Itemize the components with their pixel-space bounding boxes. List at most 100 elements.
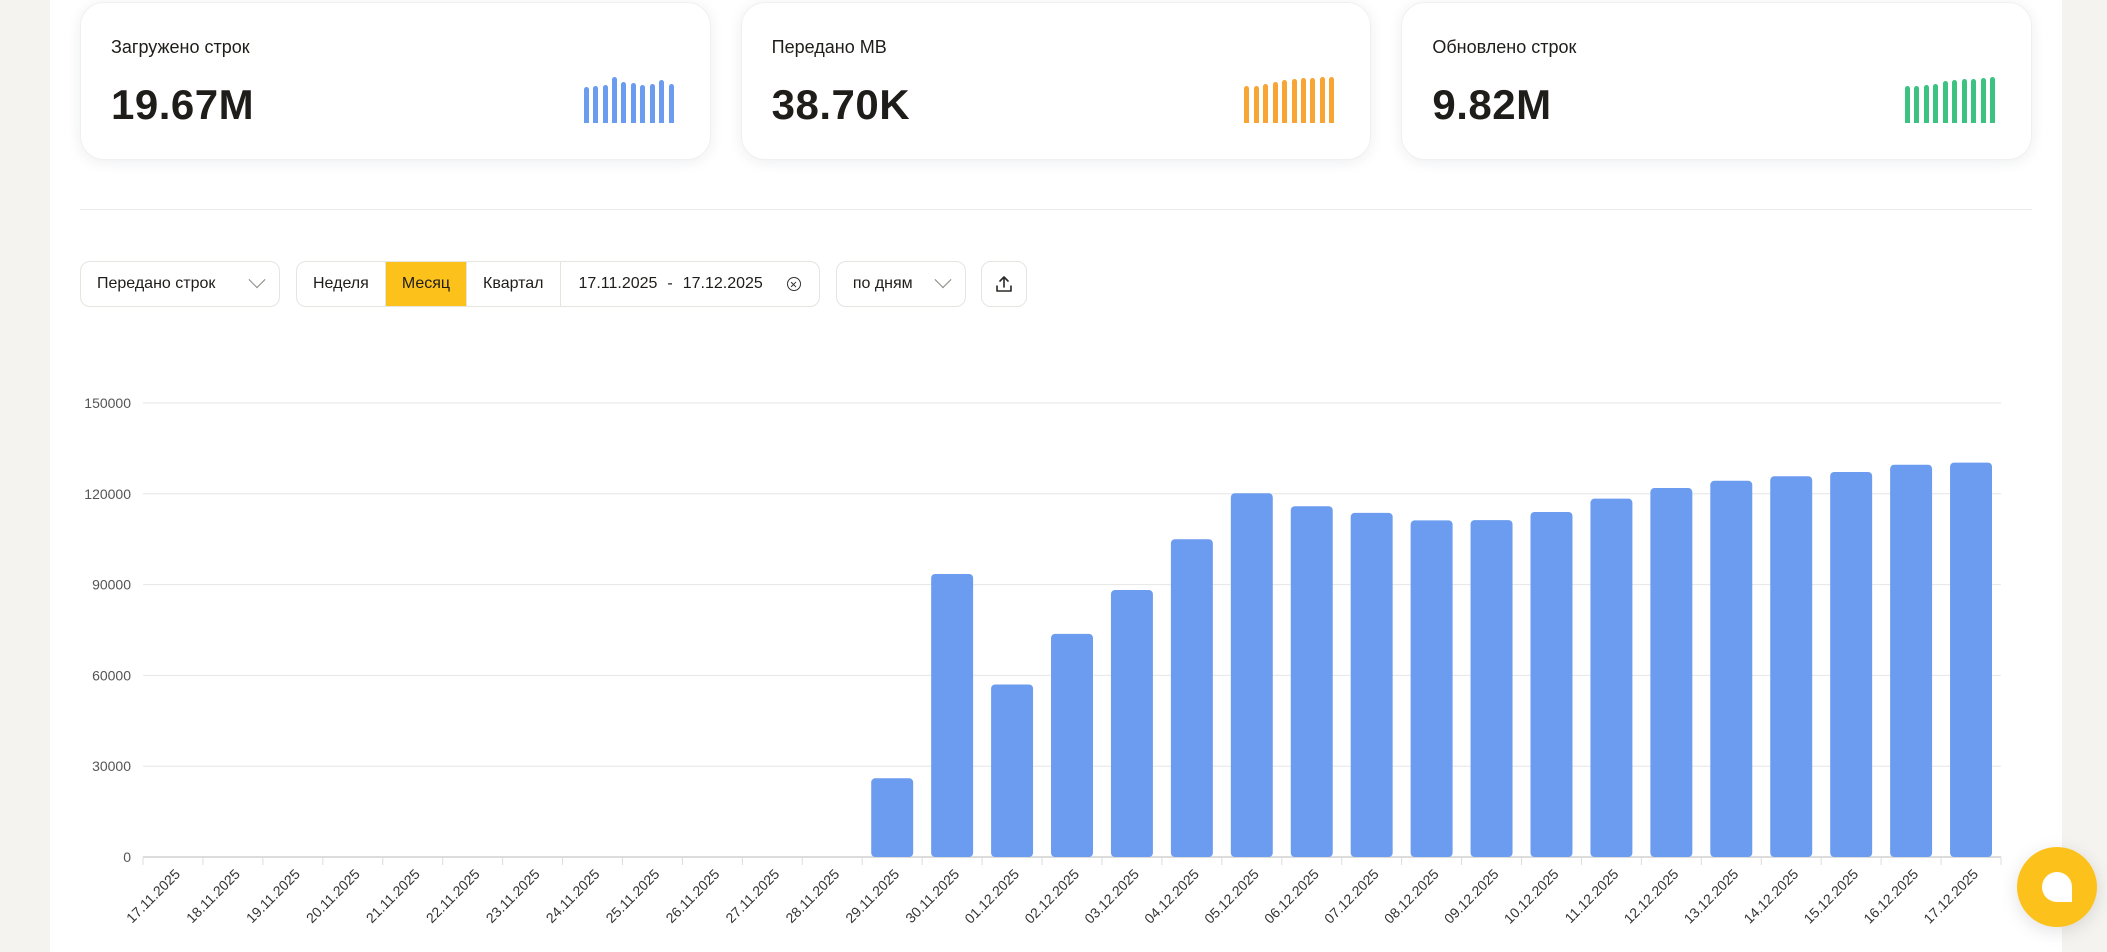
bar: [1230, 493, 1273, 857]
sparkline: [583, 77, 674, 123]
date-separator: -: [667, 275, 673, 292]
x-tick-label: 12.12.2025: [1621, 866, 1682, 927]
sparkline-bar: [1933, 84, 1939, 123]
sparkline-bar: [630, 82, 636, 123]
x-tick-label: 06.12.2025: [1261, 866, 1322, 927]
bar: [1950, 462, 1993, 857]
bar: [991, 684, 1034, 857]
x-tick-label: 04.12.2025: [1141, 866, 1202, 927]
bar: [1530, 511, 1573, 857]
sparkline-bar: [1980, 78, 1986, 123]
sparkline-bar: [621, 81, 627, 123]
x-tick-label: 20.11.2025: [303, 866, 363, 926]
sparkline-bar: [1971, 79, 1977, 123]
x-tick-label: 25.11.2025: [602, 866, 662, 926]
sparkline-bar: [1923, 85, 1929, 123]
x-tick-label: 22.11.2025: [423, 866, 483, 926]
card-updated-rows: Обновлено строк 9.82M: [1401, 2, 2033, 160]
clear-circle-x-icon[interactable]: [786, 277, 801, 291]
sparkline-bar: [1310, 78, 1316, 123]
x-tick-label: 01.12.2025: [961, 866, 1022, 927]
period-month[interactable]: Месяц: [385, 262, 468, 306]
sparkline-bar: [1291, 79, 1297, 123]
group-by-select[interactable]: по дням: [835, 261, 966, 307]
sparkline-bar: [1272, 82, 1278, 123]
period-segmented-control: Неделя Месяц Квартал 17.11.2025 - 17.12.…: [296, 261, 820, 307]
x-tick-label: 18.11.2025: [183, 866, 243, 926]
metric-select[interactable]: Передано строк: [80, 261, 280, 307]
sparkline-bar: [649, 83, 655, 123]
bar: [871, 778, 914, 857]
card-title: Передано МВ: [771, 37, 887, 57]
sparkline-bar: [1244, 86, 1250, 123]
y-tick-label: 120000: [84, 486, 131, 502]
chevron-down-icon: [934, 271, 952, 289]
y-tick-label: 0: [123, 849, 131, 865]
sparkline-bar: [583, 87, 589, 123]
x-tick-label: 27.11.2025: [722, 866, 782, 926]
sparkline-bar: [1319, 77, 1325, 123]
chat-button[interactable]: [2017, 847, 2097, 927]
x-tick-label: 05.12.2025: [1201, 866, 1262, 927]
x-tick-label: 29.11.2025: [842, 866, 902, 926]
sparkline-bar: [1961, 79, 1967, 123]
y-tick-label: 90000: [92, 577, 131, 593]
card-value: 19.67M: [111, 81, 255, 128]
bar: [1830, 472, 1873, 857]
card-title: Загружено строк: [111, 37, 250, 57]
x-tick-label: 14.12.2025: [1740, 866, 1801, 927]
x-tick-label: 09.12.2025: [1441, 866, 1502, 927]
y-tick-label: 60000: [92, 667, 131, 683]
bar: [1470, 520, 1513, 857]
divider: [80, 209, 2032, 210]
upload-export-icon: [996, 276, 1012, 292]
sparkline: [1244, 77, 1335, 123]
bar: [1051, 633, 1093, 857]
chevron-down-icon: [248, 271, 266, 289]
period-week[interactable]: Неделя: [297, 262, 386, 306]
x-tick-label: 15.12.2025: [1800, 866, 1861, 927]
card-title: Обновлено строк: [1432, 37, 1577, 57]
bar: [1110, 590, 1153, 857]
export-button[interactable]: [980, 261, 1027, 307]
card-value: 38.70K: [771, 81, 911, 128]
bar: [931, 574, 974, 857]
chat-bubble-icon: [2042, 872, 2072, 902]
x-tick-label: 13.12.2025: [1681, 866, 1742, 927]
period-quarter[interactable]: Квартал: [467, 262, 561, 306]
bar: [1770, 476, 1813, 857]
x-tick-label: 30.11.2025: [902, 866, 962, 926]
chart-controls: Передано строк Неделя Месяц Квартал 17.1…: [80, 261, 1027, 307]
bar: [1710, 480, 1753, 857]
date-from: 17.11.2025: [578, 275, 658, 292]
bar: [1650, 488, 1693, 857]
sparkline-bar: [1282, 80, 1288, 123]
x-tick-label: 17.12.2025: [1920, 866, 1981, 927]
summary-cards: Загружено строк 19.67M Передано МВ 38.70…: [80, 2, 2033, 160]
sparkline-bar: [611, 77, 617, 123]
sparkline-bar: [602, 85, 608, 123]
sparkline-bar: [1914, 86, 1920, 123]
sparkline: [1905, 77, 1995, 123]
bar: [1890, 464, 1933, 857]
sparkline-bar: [1952, 80, 1958, 123]
sparkline-bar: [1300, 78, 1306, 123]
card-value: 9.82M: [1432, 81, 1552, 128]
sparkline-bar: [1942, 81, 1948, 123]
card-loaded-rows: Загружено строк 19.67M: [80, 2, 711, 160]
bar-chart-svg: 0 30000 60000 90000 120000 150000 17.11.2025 18…: [84, 395, 2002, 927]
bar: [1590, 498, 1633, 857]
y-tick-label: 150000: [84, 395, 131, 411]
metric-select-value: Передано строк: [97, 275, 216, 292]
x-tick-label: 16.12.2025: [1860, 866, 1921, 927]
x-tick-label: 26.11.2025: [662, 866, 722, 926]
sparkline-bar: [640, 85, 646, 123]
sparkline-bar: [1989, 77, 1995, 123]
x-tick-label: 11.12.2025: [1561, 866, 1621, 926]
sparkline-bar: [593, 86, 599, 123]
date-range-input[interactable]: 17.11.2025 - 17.12.2025: [561, 275, 819, 293]
bar: [1290, 506, 1333, 857]
y-tick-label: 30000: [92, 758, 131, 774]
sparkline-bar: [1253, 86, 1259, 123]
x-tick-label: 21.11.2025: [363, 866, 423, 926]
